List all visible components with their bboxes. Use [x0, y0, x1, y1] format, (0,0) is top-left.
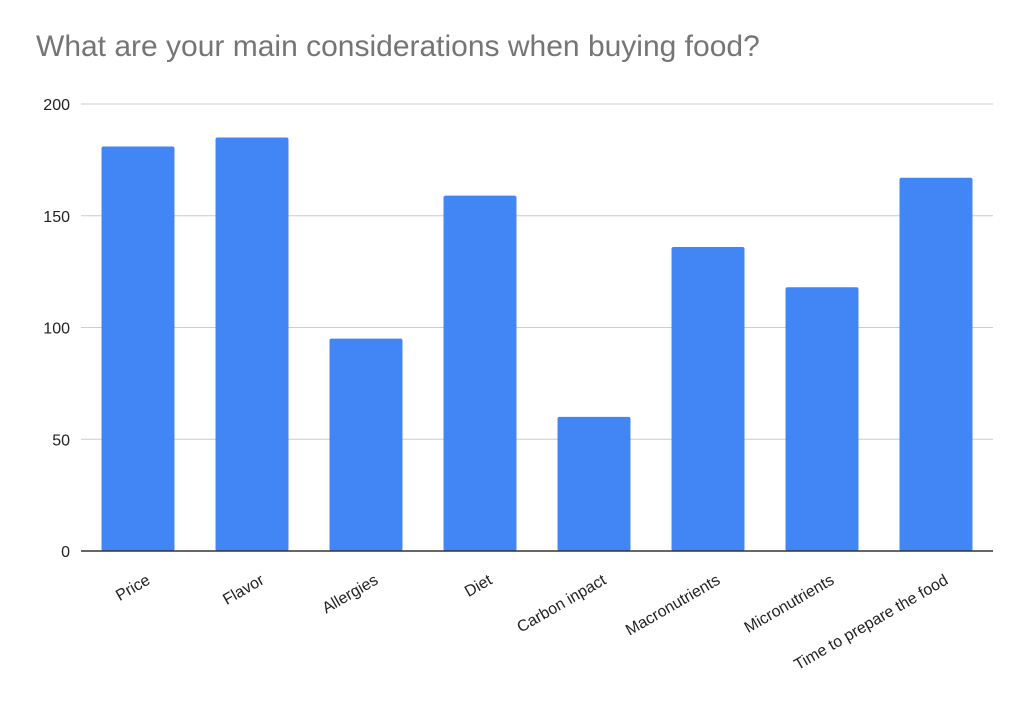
y-tick-label: 100: [43, 321, 70, 338]
x-tick-label: Flavor: [220, 571, 268, 608]
y-tick-label: 50: [52, 432, 70, 449]
x-tick-label: Diet: [462, 571, 496, 600]
x-tick-label: Price: [113, 572, 153, 605]
x-tick-label: Allergies: [320, 572, 382, 617]
bar-macronutrients: [671, 247, 745, 552]
bar-allergies: [329, 338, 403, 551]
y-tick-label: 200: [43, 97, 70, 114]
bar-price: [101, 146, 175, 551]
bar-diet: [443, 195, 517, 551]
y-tick-label: 150: [43, 209, 70, 226]
bar-carbon-inpact: [557, 416, 631, 551]
bars: [101, 137, 973, 552]
x-tick-label: Macronutrients: [623, 572, 723, 640]
bar-flavor: [215, 137, 289, 551]
chart-title: What are your main considerations when b…: [36, 30, 760, 63]
x-tick-label: Micronutrients: [742, 572, 838, 637]
y-tick-label: 0: [61, 544, 70, 561]
bar-micronutrients: [785, 287, 859, 551]
x-axis-labels: Price Flavor Allergies Diet Carbon inpact Mac…: [113, 571, 951, 673]
bar-time-to-prepare-the-food: [899, 177, 973, 551]
x-tick-label: Carbon inpact: [514, 571, 609, 636]
y-axis-ticks: 0 50 100 150 200: [43, 97, 70, 561]
